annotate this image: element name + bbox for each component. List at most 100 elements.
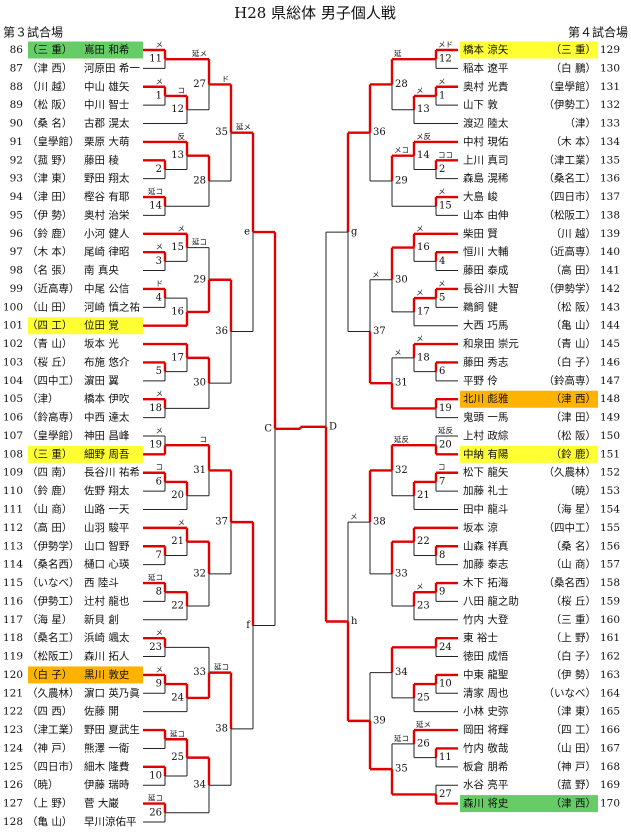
match-label: 20 xyxy=(171,490,184,501)
highlight xyxy=(28,666,143,684)
match-note: 延 xyxy=(394,48,402,58)
match-label: 21 xyxy=(171,536,184,547)
match-note: 延反 xyxy=(438,425,453,435)
player-number: 123 xyxy=(3,724,23,736)
player-name: 長谷川 大智 xyxy=(463,282,519,295)
match-label: 23 xyxy=(417,600,430,611)
match-note: メ反 xyxy=(416,131,431,141)
player-school: （名 張） xyxy=(27,264,72,277)
match-label: 24 xyxy=(439,642,452,653)
match-note: メ xyxy=(156,242,164,251)
player-school: （伊 勢） xyxy=(27,208,72,221)
player-name: 柴田 賢 xyxy=(463,227,498,240)
player-number: 135 xyxy=(600,154,620,166)
player-name: 山森 祥真 xyxy=(463,539,508,552)
match-note: 延コ xyxy=(148,793,163,803)
player-number: 132 xyxy=(600,99,620,111)
player-number: 105 xyxy=(3,393,23,405)
player-name: 橋本 涼矢 xyxy=(463,43,509,56)
player-name: 岡田 将輝 xyxy=(463,724,509,736)
match-label: 9 xyxy=(439,587,445,598)
match-label: 1 xyxy=(439,90,445,101)
player-school: （三 重） xyxy=(551,43,596,56)
player-number: 140 xyxy=(600,246,620,258)
player-school: （津） xyxy=(565,118,597,130)
player-school: （桑 名） xyxy=(551,539,596,552)
match-label: 23 xyxy=(149,642,162,653)
player-number: 95 xyxy=(10,209,23,221)
player-name: 辻村 龍也 xyxy=(84,594,129,607)
player-number: 130 xyxy=(600,62,620,74)
player-school: （桑 名） xyxy=(27,117,72,130)
player-number: 117 xyxy=(3,614,23,626)
match-note: メ xyxy=(416,582,424,591)
match-note: メ xyxy=(438,187,446,196)
highlight xyxy=(28,317,143,335)
match-label: 11 xyxy=(439,752,452,763)
match-label: 10 xyxy=(439,679,452,690)
match-label: 4 xyxy=(156,293,162,304)
player-number: 144 xyxy=(600,320,620,332)
match-label: 35 xyxy=(395,764,408,775)
player-school: （四中工） xyxy=(27,374,80,387)
player-school: （いなべ） xyxy=(27,577,80,589)
player-number: 104 xyxy=(3,375,23,387)
player-name: 嶌田 和希 xyxy=(84,43,129,56)
player-name: 山口 智野 xyxy=(84,539,130,552)
match-note: コ xyxy=(156,463,164,472)
match-label: 4 xyxy=(439,256,445,267)
player-number: 138 xyxy=(600,209,620,221)
player-number: 100 xyxy=(3,301,23,313)
match-label: 33 xyxy=(193,667,206,678)
player-school: （皇學館） xyxy=(544,80,597,93)
player-number: 111 xyxy=(3,504,23,516)
player-school: （津 西） xyxy=(27,62,72,74)
player-name: 木下 拓海 xyxy=(463,576,509,589)
player-school: （松 阪） xyxy=(27,98,72,111)
player-school: （伊 勢） xyxy=(551,668,596,681)
player-name: 上村 政綜 xyxy=(463,429,509,442)
player-name: 森川 将史 xyxy=(463,797,509,810)
match-label: 15 xyxy=(439,201,452,212)
player-name: 佐野 翔太 xyxy=(84,484,130,497)
player-name: 布施 悠介 xyxy=(84,355,130,368)
player-school: （青 山） xyxy=(551,337,596,350)
player-school: （鈴 鹿） xyxy=(27,484,72,497)
player-name: 小林 史弥 xyxy=(463,705,509,718)
player-school: （皇學館） xyxy=(27,135,80,148)
match-note: メ xyxy=(438,279,446,288)
player-name: 稲本 遼平 xyxy=(463,61,508,74)
match-label: 5 xyxy=(156,366,162,377)
match-label: 38 xyxy=(215,723,228,734)
player-number: 89 xyxy=(10,99,23,111)
player-school: （高 田） xyxy=(27,521,72,534)
match-label: 34 xyxy=(193,780,206,791)
player-number: 170 xyxy=(600,798,620,810)
player-number: 99 xyxy=(10,283,23,295)
player-number: 87 xyxy=(10,62,23,74)
match-label: 36 xyxy=(215,326,228,337)
match-note: メ xyxy=(416,334,424,343)
player-number: 159 xyxy=(600,595,620,607)
player-number: 128 xyxy=(3,816,23,828)
match-label: h xyxy=(351,616,358,627)
player-name: 西 陸斗 xyxy=(84,576,119,589)
match-note: ド xyxy=(156,279,164,288)
player-name: 藤田 稜 xyxy=(84,154,119,166)
player-number: 107 xyxy=(3,430,23,442)
player-name: 神田 昌峰 xyxy=(84,429,130,442)
match-note: 延メ xyxy=(416,719,431,729)
player-number: 101 xyxy=(3,320,23,332)
match-label: C xyxy=(264,423,272,434)
player-number: 98 xyxy=(10,265,23,277)
player-school: （皇學館） xyxy=(27,429,80,442)
player-name: 小河 健人 xyxy=(84,228,130,240)
player-name: 樫谷 有耶 xyxy=(84,190,129,203)
highlight xyxy=(28,41,143,59)
player-number: 152 xyxy=(600,467,620,479)
player-school: （伊勢工） xyxy=(27,594,80,607)
player-number: 136 xyxy=(600,173,620,185)
match-label: 26 xyxy=(417,738,430,749)
player-school: （白 子） xyxy=(551,355,596,368)
match-note: 延メ xyxy=(192,48,207,58)
